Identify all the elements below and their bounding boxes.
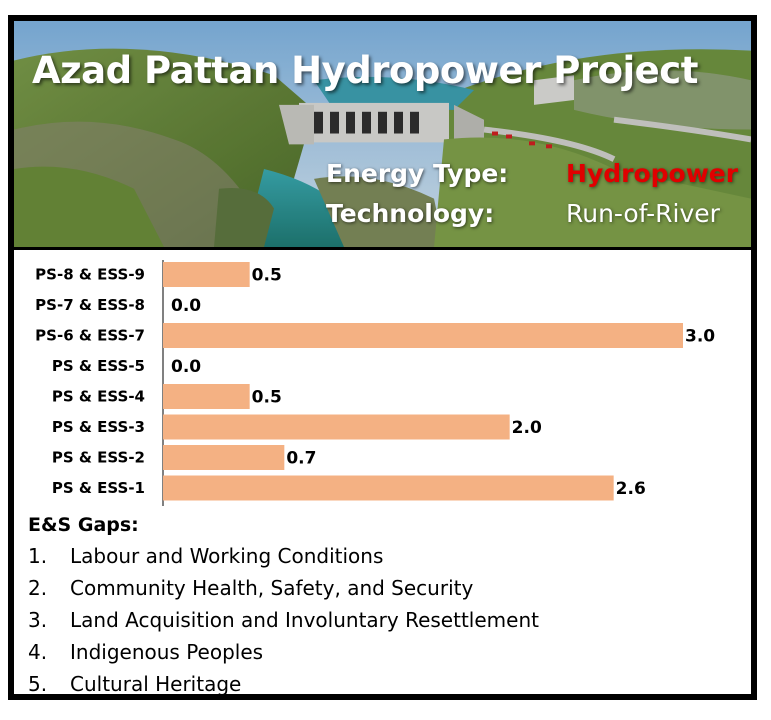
bar-chart: PS-8 & ESS-9 0.5 PS-7 & ESS-8 0.0 PS-6 & ESS…	[35, 260, 715, 506]
list-item: 4. Indigenous Peoples	[28, 636, 728, 668]
es-gaps-list: 1. Labour and Working Conditions 2. Commun…	[28, 540, 728, 696]
energy-type-value: Hydropower	[566, 159, 739, 188]
dam-landscape-illustration	[14, 21, 751, 247]
category-label: PS-6 & ESS-7	[35, 327, 145, 345]
list-number: 3.	[28, 608, 48, 632]
category-label: PS & ESS-4	[52, 388, 145, 406]
category-label: PS & ESS-1	[52, 479, 145, 497]
category-label: PS & ESS-3	[52, 418, 145, 436]
technology-value: Run-of-River	[566, 199, 720, 228]
list-item: 5. Cultural Heritage	[28, 668, 728, 696]
bar	[163, 414, 510, 440]
technology-label: Technology:	[326, 199, 495, 228]
es-gaps-title: E&S Gaps:	[28, 514, 139, 536]
data-label: 0.5	[252, 388, 282, 408]
list-text: Community Health, Safety, and Security	[70, 576, 474, 600]
energy-type-label: Energy Type:	[326, 159, 509, 188]
data-label: 0.0	[171, 296, 201, 316]
data-label: 2.0	[512, 418, 542, 438]
list-number: 1.	[28, 544, 48, 568]
bar	[163, 323, 683, 348]
data-label: 0.0	[171, 357, 201, 377]
list-text: Labour and Working Conditions	[70, 544, 384, 568]
data-label: 0.5	[252, 266, 282, 286]
list-number: 4.	[28, 640, 48, 664]
data-label: 3.0	[685, 327, 715, 347]
list-item: 3. Land Acquisition and Involuntary Reset…	[28, 604, 728, 636]
data-label: 0.7	[286, 449, 316, 469]
bar	[163, 475, 614, 501]
bar	[163, 445, 285, 470]
list-text: Land Acquisition and Involuntary Resettl…	[70, 608, 539, 632]
project-hero-image: Azad Pattan Hydropower Project Energy Ty…	[14, 21, 751, 250]
bar	[163, 262, 250, 287]
list-text: Indigenous Peoples	[70, 640, 264, 664]
category-label: PS-7 & ESS-8	[35, 296, 145, 314]
ps-ess-gap-chart: PS-8 & ESS-9 0.5 PS-7 & ESS-8 0.0 PS-6 & ESS…	[14, 250, 751, 510]
list-item: 1. Labour and Working Conditions	[28, 540, 728, 572]
category-label: PS & ESS-2	[52, 449, 145, 467]
category-label: PS-8 & ESS-9	[35, 266, 145, 284]
list-item: 2. Community Health, Safety, and Security	[28, 572, 728, 604]
list-number: 2.	[28, 576, 48, 600]
data-label: 2.6	[616, 479, 646, 499]
list-number: 5.	[28, 672, 48, 696]
poster-frame: Azad Pattan Hydropower Project Energy Ty…	[8, 15, 757, 700]
project-title: Azad Pattan Hydropower Project	[32, 49, 698, 92]
category-label: PS & ESS-5	[52, 357, 145, 375]
list-text: Cultural Heritage	[70, 672, 242, 696]
bar	[163, 384, 250, 409]
es-gaps-section: E&S Gaps: 1. Labour and Working Condition…	[28, 514, 728, 696]
